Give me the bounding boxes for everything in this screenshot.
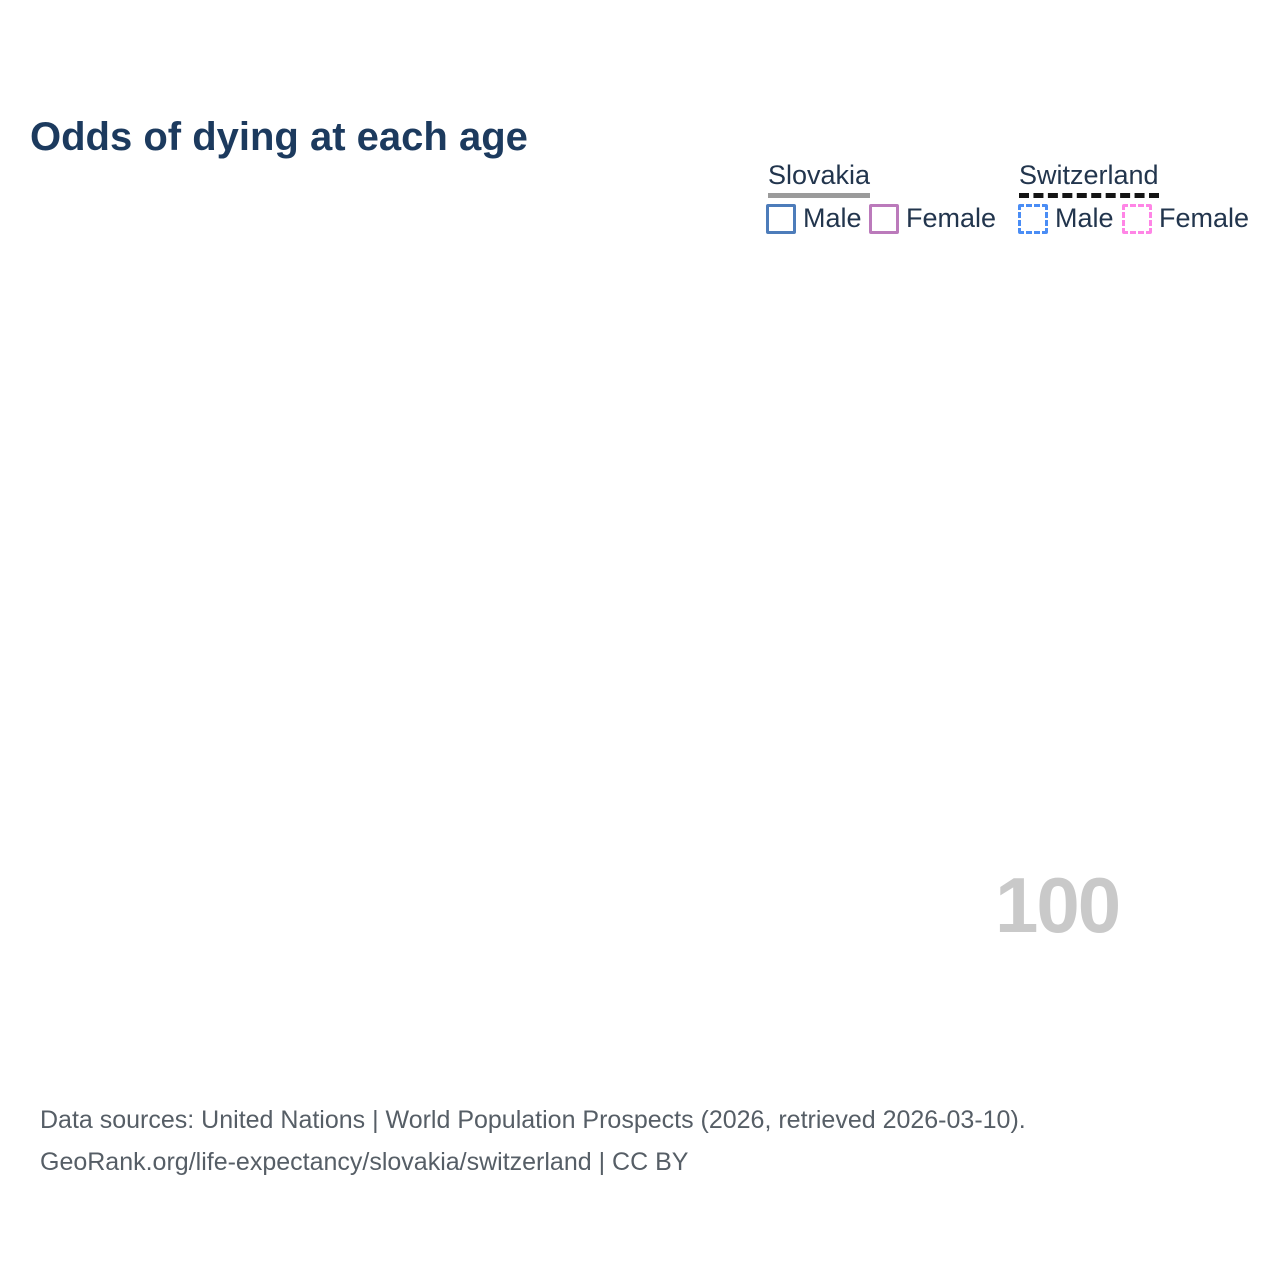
legend-label-slovakia-female: Female bbox=[906, 203, 997, 233]
legend-swatch-switzerland-female-icon[interactable] bbox=[1122, 203, 1152, 234]
legend-item-switzerland-female[interactable]: Female bbox=[1122, 203, 1249, 234]
legend-swatch-switzerland-male-icon[interactable] bbox=[1018, 203, 1048, 234]
attribution-line: GeoRank.org/life-expectancy/slovakia/swi… bbox=[40, 1148, 689, 1176]
legend-label-switzerland-female: Female bbox=[1159, 203, 1250, 233]
legend-label-switzerland-male: Male bbox=[1055, 203, 1114, 233]
legend-country-switzerland[interactable]: Switzerland bbox=[1019, 160, 1159, 198]
legend-country-slovakia[interactable]: Slovakia bbox=[768, 160, 871, 198]
legend-item-slovakia-male[interactable]: Male bbox=[766, 203, 862, 234]
legend-swatch-slovakia-female-icon[interactable] bbox=[869, 203, 899, 234]
legend-label-slovakia-male: Male bbox=[803, 203, 862, 233]
legend-item-switzerland-male[interactable]: Male bbox=[1018, 203, 1114, 234]
legend-swatch-slovakia-male-icon[interactable] bbox=[766, 203, 796, 234]
chart-title: Odds of dying at each age bbox=[30, 114, 528, 159]
hover-age-watermark: 100 bbox=[995, 861, 1121, 949]
data-source-line: Data sources: United Nations | World Pop… bbox=[40, 1106, 1026, 1134]
legend-item-slovakia-female[interactable]: Female bbox=[869, 203, 996, 234]
